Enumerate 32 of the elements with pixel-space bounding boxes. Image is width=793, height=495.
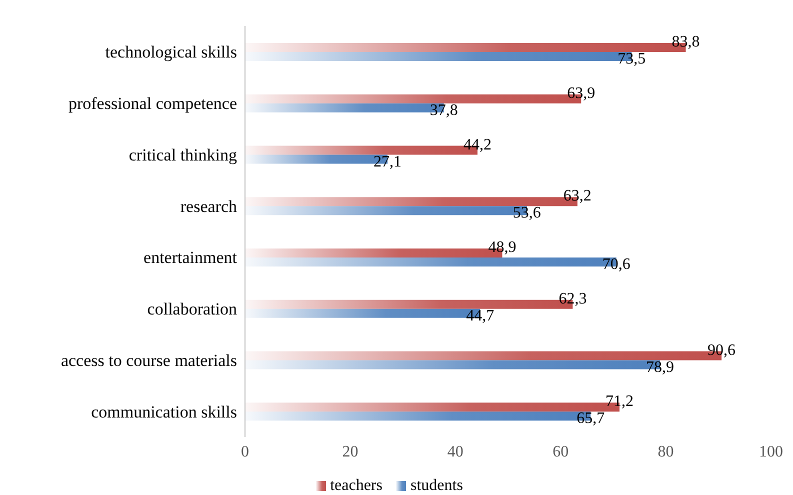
- data-label: 48,9: [488, 239, 516, 256]
- data-label: 63,9: [567, 84, 596, 102]
- x-tick-label: 100: [759, 443, 783, 460]
- x-tick-label: 20: [342, 443, 358, 460]
- data-label: 73,5: [618, 50, 646, 68]
- y-tick-label: communication skills: [91, 402, 237, 422]
- data-label: 83,8: [672, 34, 700, 50]
- data-label: 71,2: [606, 393, 634, 410]
- y-tick-label: professional competence: [68, 94, 237, 114]
- data-label: 44,7: [466, 307, 494, 324]
- x-tick-label: 40: [447, 443, 464, 460]
- y-tick-label: technological skills: [105, 42, 237, 62]
- legend-label: teachers: [330, 477, 382, 495]
- data-label: 63,2: [563, 188, 592, 205]
- data-label: 44,2: [463, 136, 492, 154]
- y-tick-label: entertainment: [144, 248, 238, 268]
- data-label: 70,6: [602, 256, 630, 273]
- data-label: 37,8: [430, 102, 458, 119]
- data-label: 90,6: [708, 342, 736, 359]
- data-label: 62,3: [558, 290, 587, 308]
- data-label: 53,6: [512, 204, 541, 222]
- x-tick-label: 60: [552, 443, 569, 460]
- data-label: 27,1: [374, 153, 402, 170]
- data-label: 65,7: [576, 410, 605, 428]
- y-tick-label: collaboration: [147, 300, 238, 319]
- legend-label: students: [410, 477, 463, 495]
- y-tick-label: research: [180, 196, 238, 216]
- y-tick-label: access to course materials: [60, 350, 237, 370]
- x-tick-label: 0: [241, 443, 249, 460]
- y-tick-label: critical thinking: [128, 145, 238, 164]
- x-tick-label: 80: [658, 443, 674, 460]
- data-label: 78,9: [646, 358, 674, 376]
